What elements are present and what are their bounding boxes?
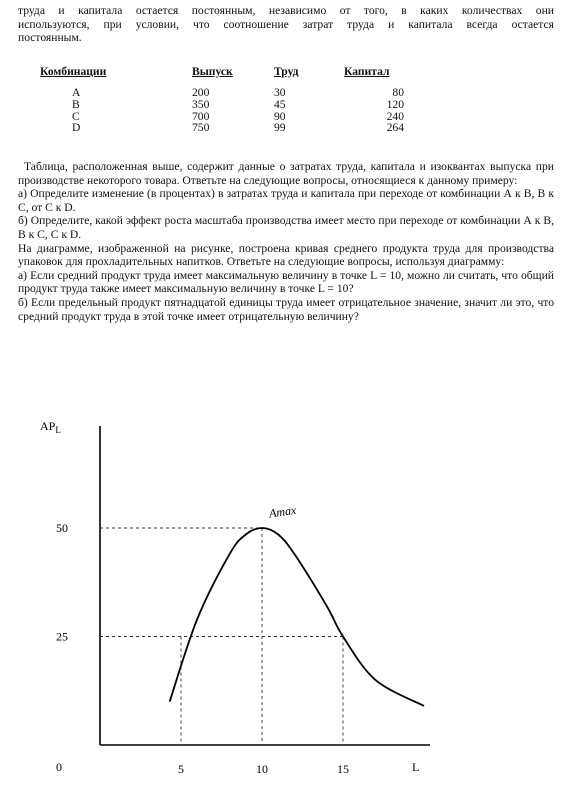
intro-line-2: используются, при условии, что соотношен… — [18, 17, 554, 31]
table-cell: 80 — [392, 86, 404, 99]
combinations-table: Комбинации Выпуск Труд Капитал A 200 30 … — [40, 64, 422, 134]
guide-lines — [100, 527, 344, 745]
table-row: A 200 30 80 — [40, 87, 422, 99]
intro-line-3: постоянным. — [18, 31, 82, 45]
x-tick-label: 15 — [337, 762, 349, 776]
origin-label: 0 — [56, 760, 62, 774]
header-capital: Капитал — [344, 65, 390, 78]
table-cell: 120 — [386, 97, 404, 111]
x-tick-label: 10 — [256, 762, 268, 776]
table-cell: 45 — [274, 97, 286, 111]
body-text: Таблица, расположенная выше, содержит да… — [18, 160, 554, 323]
table-cell: B — [72, 97, 80, 111]
intro-text: труда и капитала остается постоянным, не… — [18, 4, 554, 45]
y-tick-label: 25 — [56, 630, 68, 644]
paragraph-diagram-intro: На диаграмме, изображенной на рисунке, п… — [18, 241, 554, 269]
ap-curve — [168, 527, 425, 707]
table-cell: 99 — [274, 121, 286, 135]
table-cell: 750 — [192, 121, 210, 135]
y-axis-label-sub: L — [55, 425, 61, 435]
table-row: C 700 90 240 — [40, 109, 422, 123]
amax-annotation: Amax — [267, 503, 298, 521]
x-tick-label: 5 — [178, 762, 184, 776]
question-a-2: а) Если средний продукт труда имеет макс… — [18, 268, 554, 296]
question-b-2: б) Если предельный продукт пятнадцатой е… — [18, 295, 554, 323]
table-cell: 90 — [274, 109, 286, 123]
question-b: б) Определите, какой эффект роста масшта… — [18, 214, 554, 241]
table-cell: D — [72, 121, 81, 135]
table-cell: C — [72, 109, 80, 123]
table-cell: 240 — [386, 109, 404, 123]
question-a: а) Определите изменение (в процентах) в … — [18, 187, 554, 214]
table-cell: 30 — [274, 86, 286, 99]
header-labor: Труд — [274, 65, 299, 78]
y-axis-label-main: AP — [40, 419, 56, 433]
table-cell: A — [72, 86, 81, 99]
table-header-row: Комбинации Выпуск Труд Капитал — [40, 64, 422, 79]
intro-line-1: труда и капитала остается постоянным, не… — [18, 4, 554, 17]
y-axis-label: APL — [40, 419, 61, 435]
table-row: D 750 99 264 — [40, 122, 422, 134]
table-cell: 264 — [386, 121, 404, 135]
y-tick-label: 50 — [56, 521, 68, 535]
header-output: Выпуск — [192, 65, 233, 78]
paragraph-table-intro: Таблица, расположенная выше, содержит да… — [18, 160, 554, 187]
table-cell: 200 — [192, 86, 210, 99]
x-axis-label: L — [412, 760, 419, 774]
header-combinations: Комбинации — [40, 65, 107, 78]
table-row: B 350 45 120 — [40, 97, 422, 111]
table-cell: 350 — [192, 97, 210, 111]
table-cell: 700 — [192, 109, 210, 123]
